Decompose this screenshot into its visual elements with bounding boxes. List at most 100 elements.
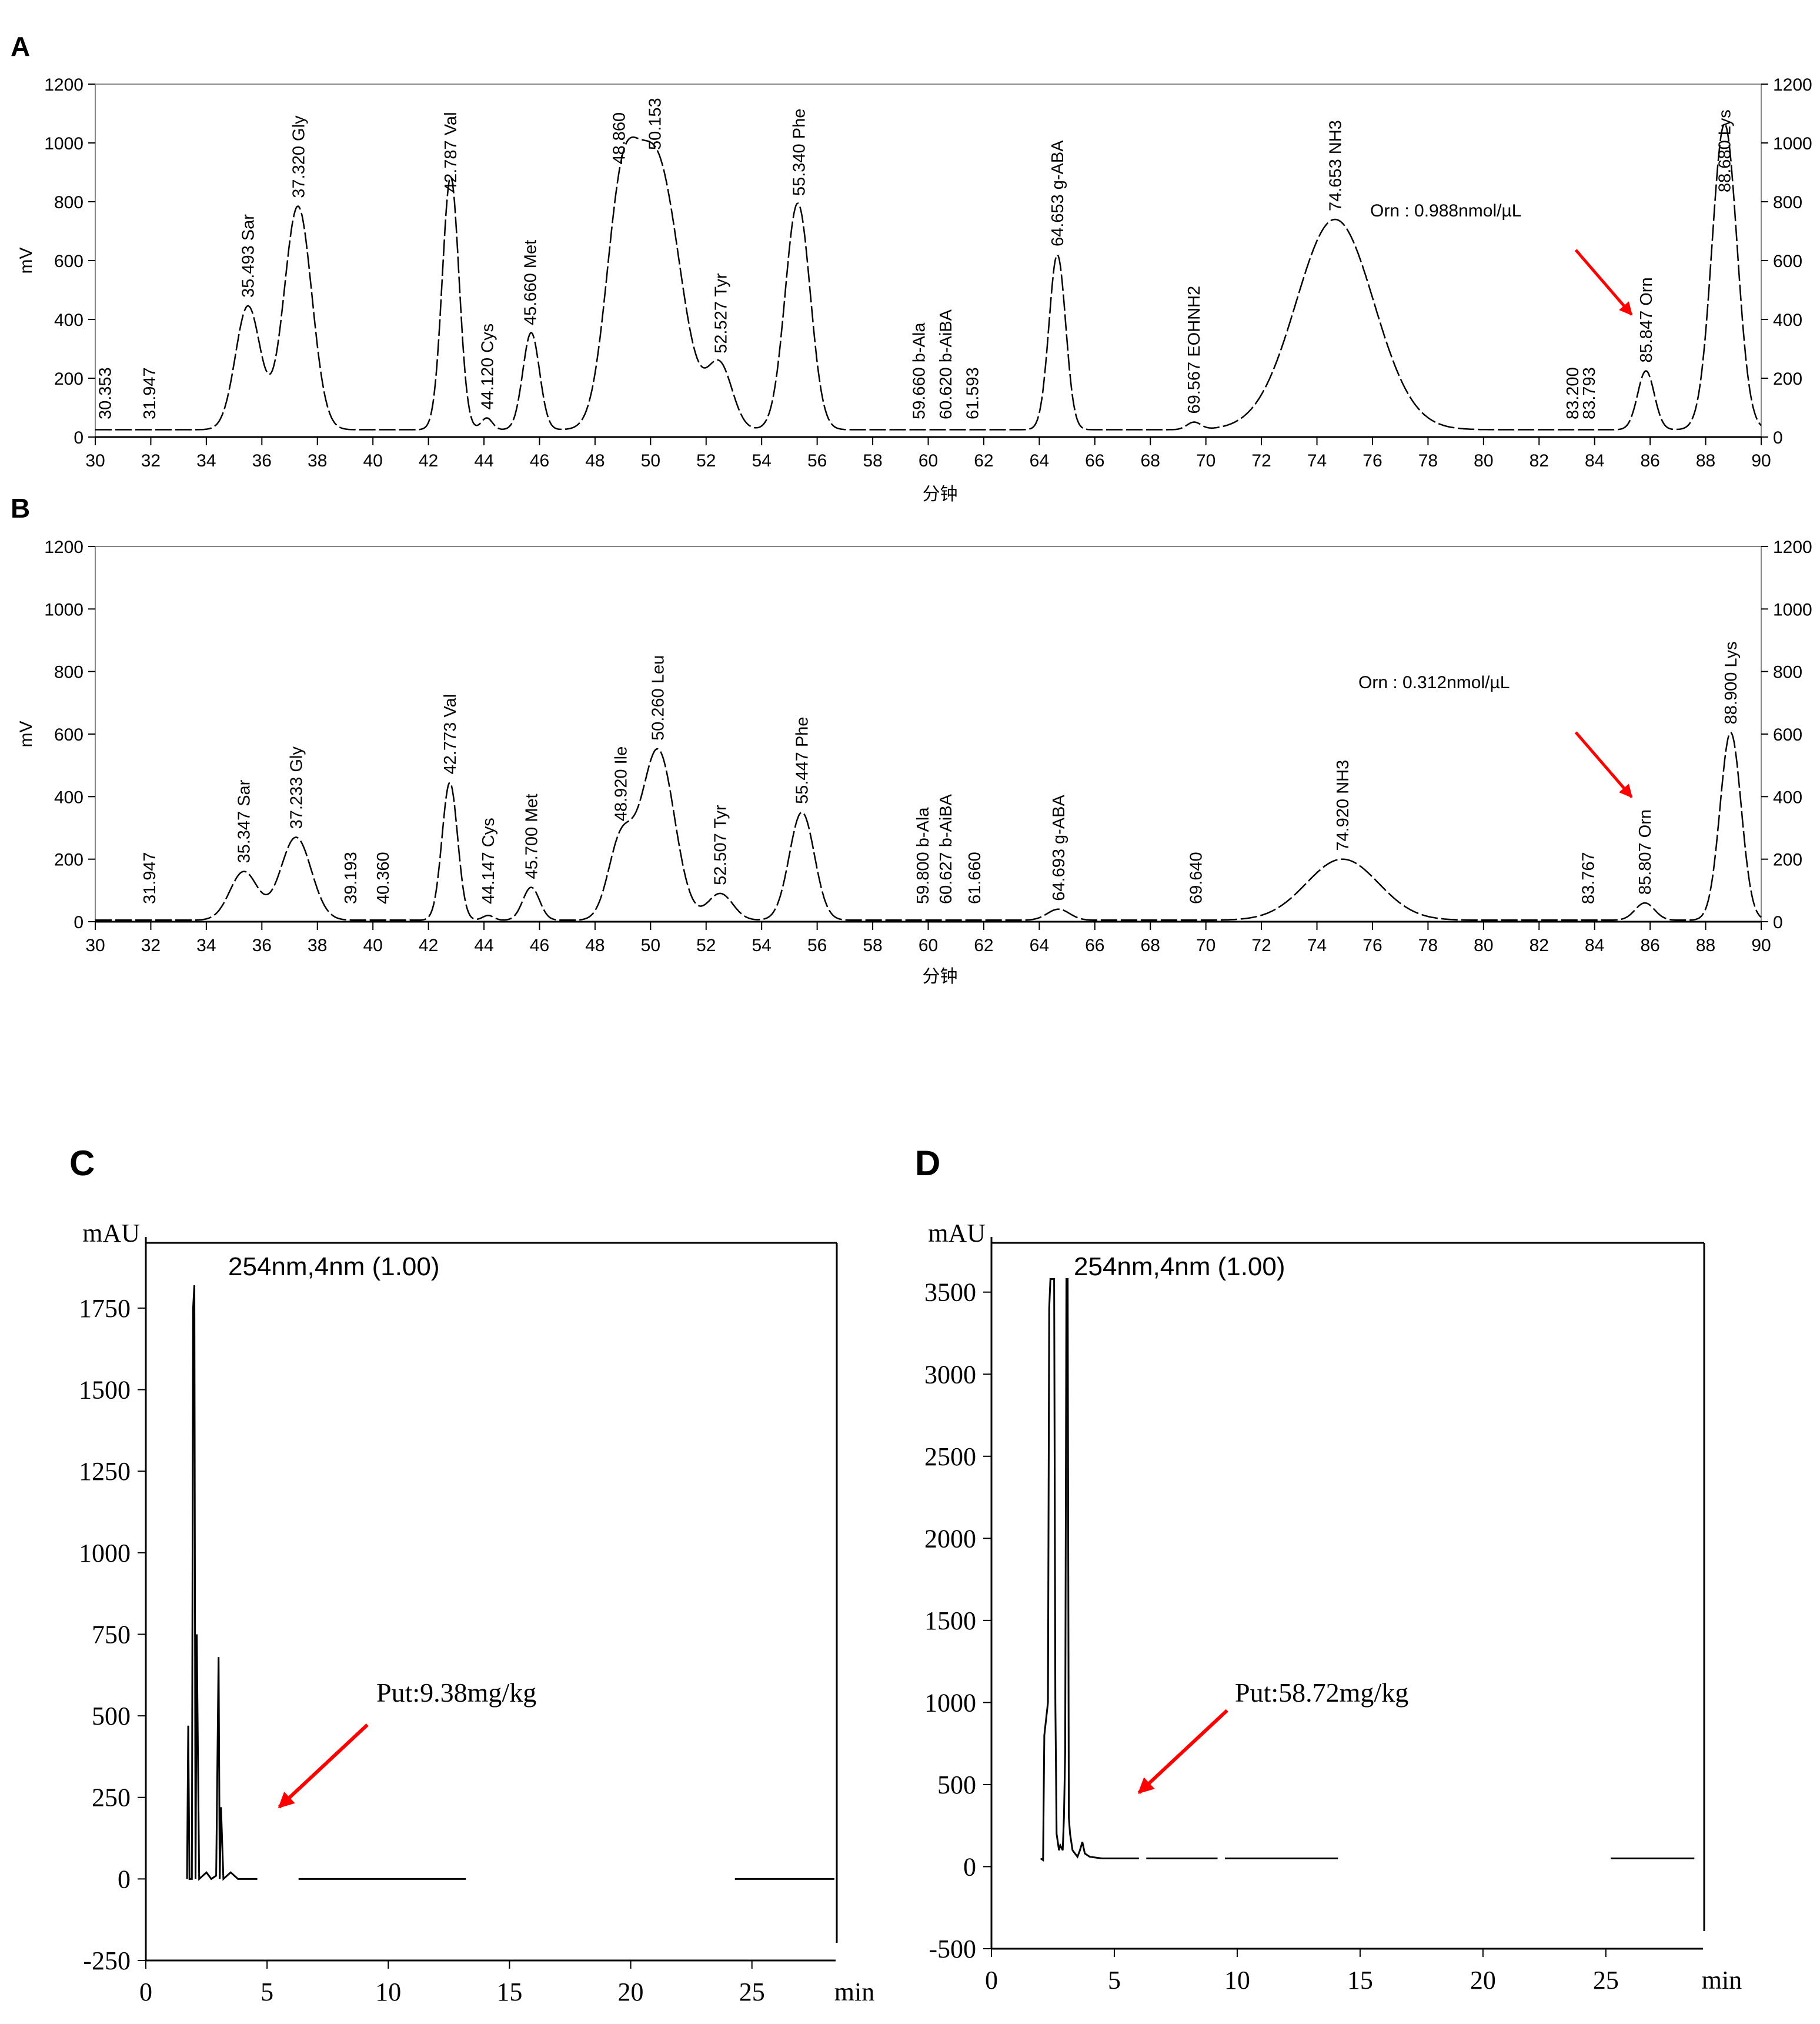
peak-label: 52.527 Tyr <box>712 273 731 354</box>
peak-label: 31.947 <box>141 367 159 419</box>
y-tick-label: 1750 <box>79 1294 131 1323</box>
peak-label: 88.900 Lys <box>1722 642 1741 725</box>
peak-label: 85.807 Orn <box>1636 809 1655 895</box>
peak-label: 37.320 Gly <box>290 115 309 198</box>
y-axis-title: mV <box>16 721 36 748</box>
peak-label: 83.793 <box>1580 367 1599 419</box>
peak-label: 48.860 <box>610 112 629 165</box>
peak-label: 83.200 <box>1564 367 1582 419</box>
peak-label: 42.787 Val <box>442 112 460 192</box>
y-tick-label: -500 <box>929 1935 976 1963</box>
y-tick-label: 2500 <box>924 1442 976 1471</box>
y-tick-label: 3500 <box>924 1278 976 1307</box>
y-tick-label-right: 0 <box>1773 428 1783 448</box>
x-tick-label: 82 <box>1530 451 1549 471</box>
x-tick-label: 44 <box>474 451 493 471</box>
y-tick-label-left: 600 <box>54 725 84 745</box>
x-tick-label: 58 <box>863 451 882 471</box>
x-tick-label: 58 <box>863 936 882 955</box>
peak-label: 61.660 <box>966 852 984 904</box>
detector-legend: 254nm,4nm (1.00) <box>228 1252 440 1281</box>
peak-label: 30.353 <box>96 367 115 419</box>
x-tick-label: 72 <box>1251 451 1271 471</box>
peak-label: 35.493 Sar <box>239 214 258 298</box>
y-tick-label: 2000 <box>924 1524 976 1553</box>
x-tick-label: 72 <box>1251 936 1271 955</box>
x-tick-label: 70 <box>1196 451 1215 471</box>
concentration-annotation: Orn : 0.988nmol/µL <box>1370 201 1521 221</box>
x-tick-label: 36 <box>252 936 272 955</box>
peak-label: 44.147 Cys <box>479 818 498 904</box>
x-tick-label: 42 <box>419 451 438 471</box>
x-tick-label: 52 <box>696 936 716 955</box>
peak-label: 45.660 Met <box>521 240 540 325</box>
x-tick-label: 50 <box>641 451 660 471</box>
x-tick-label: 46 <box>530 936 549 955</box>
y-tick-label: 500 <box>937 1770 976 1799</box>
y-tick-label-right: 800 <box>1773 663 1802 682</box>
y-tick-label: 0 <box>118 1865 131 1893</box>
x-tick-label: 82 <box>1530 936 1549 955</box>
panel-letter: A <box>11 31 30 62</box>
y-axis-title: mAU <box>82 1219 140 1248</box>
x-tick-label: 78 <box>1418 936 1438 955</box>
y-tick-label-left: 0 <box>74 913 84 932</box>
chromatogram-trace <box>95 732 1762 921</box>
y-axis-title: mAU <box>928 1219 986 1248</box>
peak-label: 74.920 NH3 <box>1334 760 1353 851</box>
y-tick-label-left: 200 <box>54 369 84 389</box>
detector-legend: 254nm,4nm (1.00) <box>1074 1252 1285 1281</box>
peak-label: 55.340 Phe <box>790 109 809 196</box>
x-axis-title: 分钟 <box>923 967 958 986</box>
x-tick-label: 60 <box>919 936 938 955</box>
y-tick-label-left: 400 <box>54 311 84 330</box>
y-tick-label: 0 <box>963 1852 976 1881</box>
peak-label: 52.507 Tyr <box>712 805 730 885</box>
peak-label: 64.693 g-ABA <box>1050 795 1068 901</box>
peak-label: 50.153 <box>646 98 665 150</box>
x-tick-label: 40 <box>363 936 382 955</box>
panel-b: B 30 32 34 36 38 40 42 44 46 48 50 52 54 56 58 60 62 64 66 6… <box>11 493 1812 986</box>
x-tick-label: 20 <box>1470 1966 1496 1995</box>
panel-letter: B <box>11 493 30 523</box>
put-annotation: Put:58.72mg/kg <box>1235 1678 1408 1708</box>
x-tick-label: 66 <box>1085 936 1104 955</box>
peak-label: 60.627 b-AiBA <box>937 793 956 904</box>
x-tick-label: 38 <box>308 936 327 955</box>
peak-apex <box>620 843 621 844</box>
x-tick-label: 68 <box>1141 451 1160 471</box>
y-tick-label-right: 1200 <box>1773 75 1812 95</box>
x-tick-label: 74 <box>1307 451 1327 471</box>
peak-label: 59.660 b-Ala <box>910 322 929 419</box>
panel-a: A 30 32 34 36 38 40 42 44 46 48 50 52 54 56 58 60 62 64 66 6… <box>11 31 1812 504</box>
y-tick-label: 1500 <box>924 1606 976 1635</box>
x-tick-label: 78 <box>1418 451 1438 471</box>
x-tick-label: 80 <box>1474 451 1493 471</box>
x-tick-label: 5 <box>1108 1966 1121 1995</box>
y-tick-label: 250 <box>92 1783 131 1812</box>
x-tick-label: 88 <box>1696 451 1715 471</box>
y-tick-label-left: 600 <box>54 252 84 271</box>
peak-label: 60.620 b-AiBA <box>937 309 956 419</box>
x-tick-label: 34 <box>196 451 216 471</box>
x-tick-label: 90 <box>1751 451 1771 471</box>
panel-letter: D <box>915 1143 940 1183</box>
peak-label: 45.700 Met <box>522 793 541 879</box>
y-tick-label-left: 1200 <box>44 75 84 95</box>
peak-label: 59.800 b-Ala <box>914 807 933 904</box>
peak-label: 69.567 EOHNH2 <box>1185 286 1204 414</box>
y-tick-label-left: 1000 <box>44 134 84 154</box>
y-tick-label-right: 200 <box>1773 851 1802 870</box>
peak-label: 39.193 <box>342 852 360 904</box>
peak-label: 40.360 <box>374 852 393 904</box>
x-tick-label: 62 <box>974 451 993 471</box>
x-tick-label: 66 <box>1085 451 1104 471</box>
y-tick-label: 500 <box>92 1702 131 1730</box>
x-tick-label: 74 <box>1307 936 1327 955</box>
peak-label: 69.640 <box>1187 852 1206 904</box>
x-tick-label: 84 <box>1585 936 1604 955</box>
x-tick-label: 62 <box>974 936 993 955</box>
x-tick-label: 70 <box>1196 936 1215 955</box>
x-tick-label: 32 <box>141 451 161 471</box>
